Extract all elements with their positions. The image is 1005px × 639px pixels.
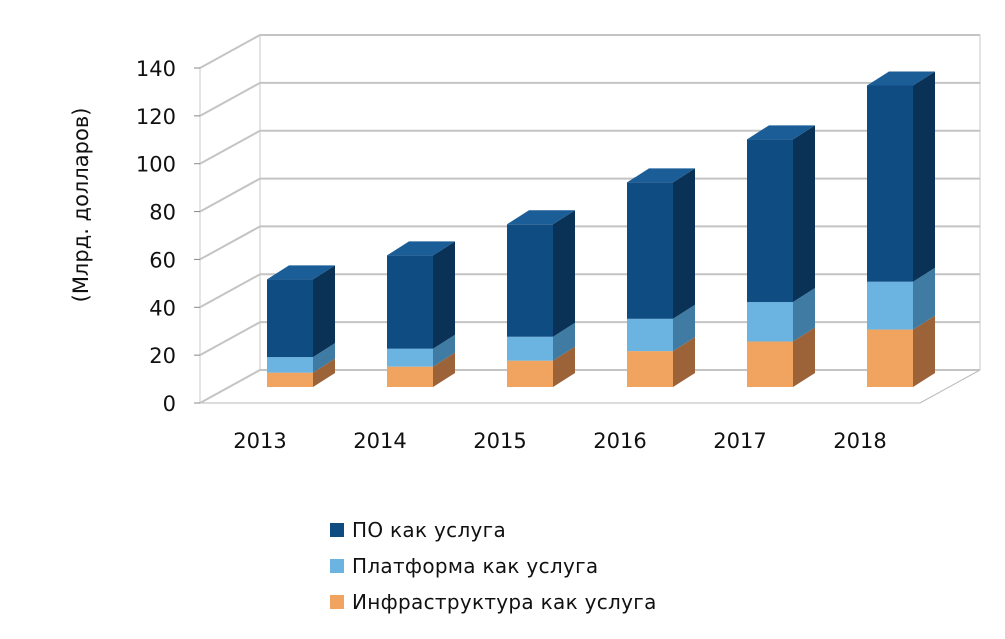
bar-segment	[627, 318, 673, 352]
bar-side	[673, 304, 695, 352]
bar-segment	[387, 348, 433, 367]
legend-label: ПО как услуга	[352, 518, 507, 542]
y-tick-labels: 0 20 40 60 80 100 120 140	[136, 57, 176, 416]
bar-segment	[627, 182, 673, 319]
gridline	[199, 81, 980, 117]
bar-segment	[387, 366, 433, 387]
bar-segment	[867, 85, 913, 282]
legend-label: Платформа как услуга	[352, 554, 599, 578]
y-tick-label: 40	[149, 296, 176, 320]
bar-side	[553, 210, 575, 337]
legend-item: Платформа как услуга	[330, 548, 657, 584]
bar-side	[793, 125, 815, 303]
gridline	[199, 273, 980, 309]
x-tick-labels: 2013 2014 2015 2016 2017 2018	[233, 429, 886, 453]
bar-side	[913, 315, 935, 387]
gridline	[199, 225, 980, 261]
bar-segment	[387, 255, 433, 349]
x-tick-label: 2017	[713, 429, 766, 453]
bar-segment	[507, 224, 553, 337]
bar-segment	[867, 281, 913, 330]
legend-item: ПО как услуга	[330, 512, 657, 548]
bar-side	[553, 322, 575, 361]
bar-top	[627, 168, 695, 183]
bar-side	[433, 241, 455, 349]
bar-side	[913, 267, 935, 330]
bar-side	[313, 358, 335, 387]
legend-item: Инфраструктура как услуга	[330, 584, 657, 620]
legend: ПО как услуга Платформа как услуга Инфра…	[330, 512, 657, 620]
bar-side	[313, 343, 335, 373]
bar-side	[793, 327, 815, 387]
y-tick-label: 140	[136, 57, 176, 81]
y-tick-label: 100	[136, 153, 176, 177]
x-tick-label: 2015	[473, 429, 526, 453]
bar-side	[793, 288, 815, 342]
gridline	[199, 129, 980, 165]
gridline	[199, 369, 980, 404]
bar-top	[747, 125, 815, 140]
x-tick-label: 2014	[353, 429, 406, 453]
bar-top	[867, 71, 935, 86]
bar-side	[313, 265, 335, 358]
x-tick-label: 2018	[833, 429, 886, 453]
legend-swatch	[330, 595, 344, 609]
legend-label: Инфраструктура как услуга	[352, 590, 657, 614]
bar-top	[507, 210, 575, 225]
bar-segment	[747, 302, 793, 342]
bar-top	[387, 241, 455, 256]
y-tick-label: 0	[163, 392, 176, 416]
bar-side	[673, 337, 695, 387]
gridlines	[194, 34, 980, 404]
y-tick-label: 120	[136, 105, 176, 129]
x-tick-label: 2016	[593, 429, 646, 453]
bar-side	[553, 346, 575, 387]
bar-segment	[507, 336, 553, 361]
bars	[267, 71, 935, 387]
gridline	[199, 34, 980, 69]
bar-side	[673, 168, 695, 319]
y-tick-label: 20	[149, 344, 176, 368]
legend-swatch	[330, 559, 344, 573]
y-tick-label: 60	[149, 248, 176, 272]
gridline	[199, 177, 980, 213]
bar-side	[433, 334, 455, 367]
bar-segment	[267, 357, 313, 373]
legend-swatch	[330, 523, 344, 537]
bar-side	[913, 71, 935, 282]
y-axis-title: (Млрд. долларов)	[69, 108, 93, 303]
bar-segment	[867, 329, 913, 387]
bar-segment	[627, 351, 673, 387]
bar-side	[433, 352, 455, 387]
gridline	[199, 321, 980, 357]
bar-segment	[747, 139, 793, 303]
y-tick-label: 80	[149, 201, 176, 225]
bar-top	[267, 265, 335, 280]
bar-segment	[267, 372, 313, 387]
bar-segment	[747, 341, 793, 387]
bar-segment	[507, 360, 553, 387]
bar-segment	[267, 279, 313, 358]
x-tick-label: 2013	[233, 429, 286, 453]
